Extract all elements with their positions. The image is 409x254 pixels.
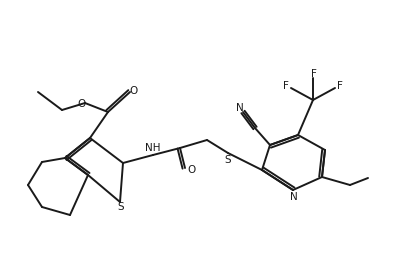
Text: S: S xyxy=(118,202,124,212)
Text: O: O xyxy=(130,86,138,96)
Text: O: O xyxy=(187,165,195,175)
Text: N: N xyxy=(290,192,298,202)
Text: F: F xyxy=(311,69,317,79)
Text: NH: NH xyxy=(145,143,161,153)
Text: N: N xyxy=(236,103,244,113)
Text: F: F xyxy=(337,81,343,91)
Text: F: F xyxy=(283,81,289,91)
Text: S: S xyxy=(225,155,231,165)
Text: O: O xyxy=(77,99,85,109)
